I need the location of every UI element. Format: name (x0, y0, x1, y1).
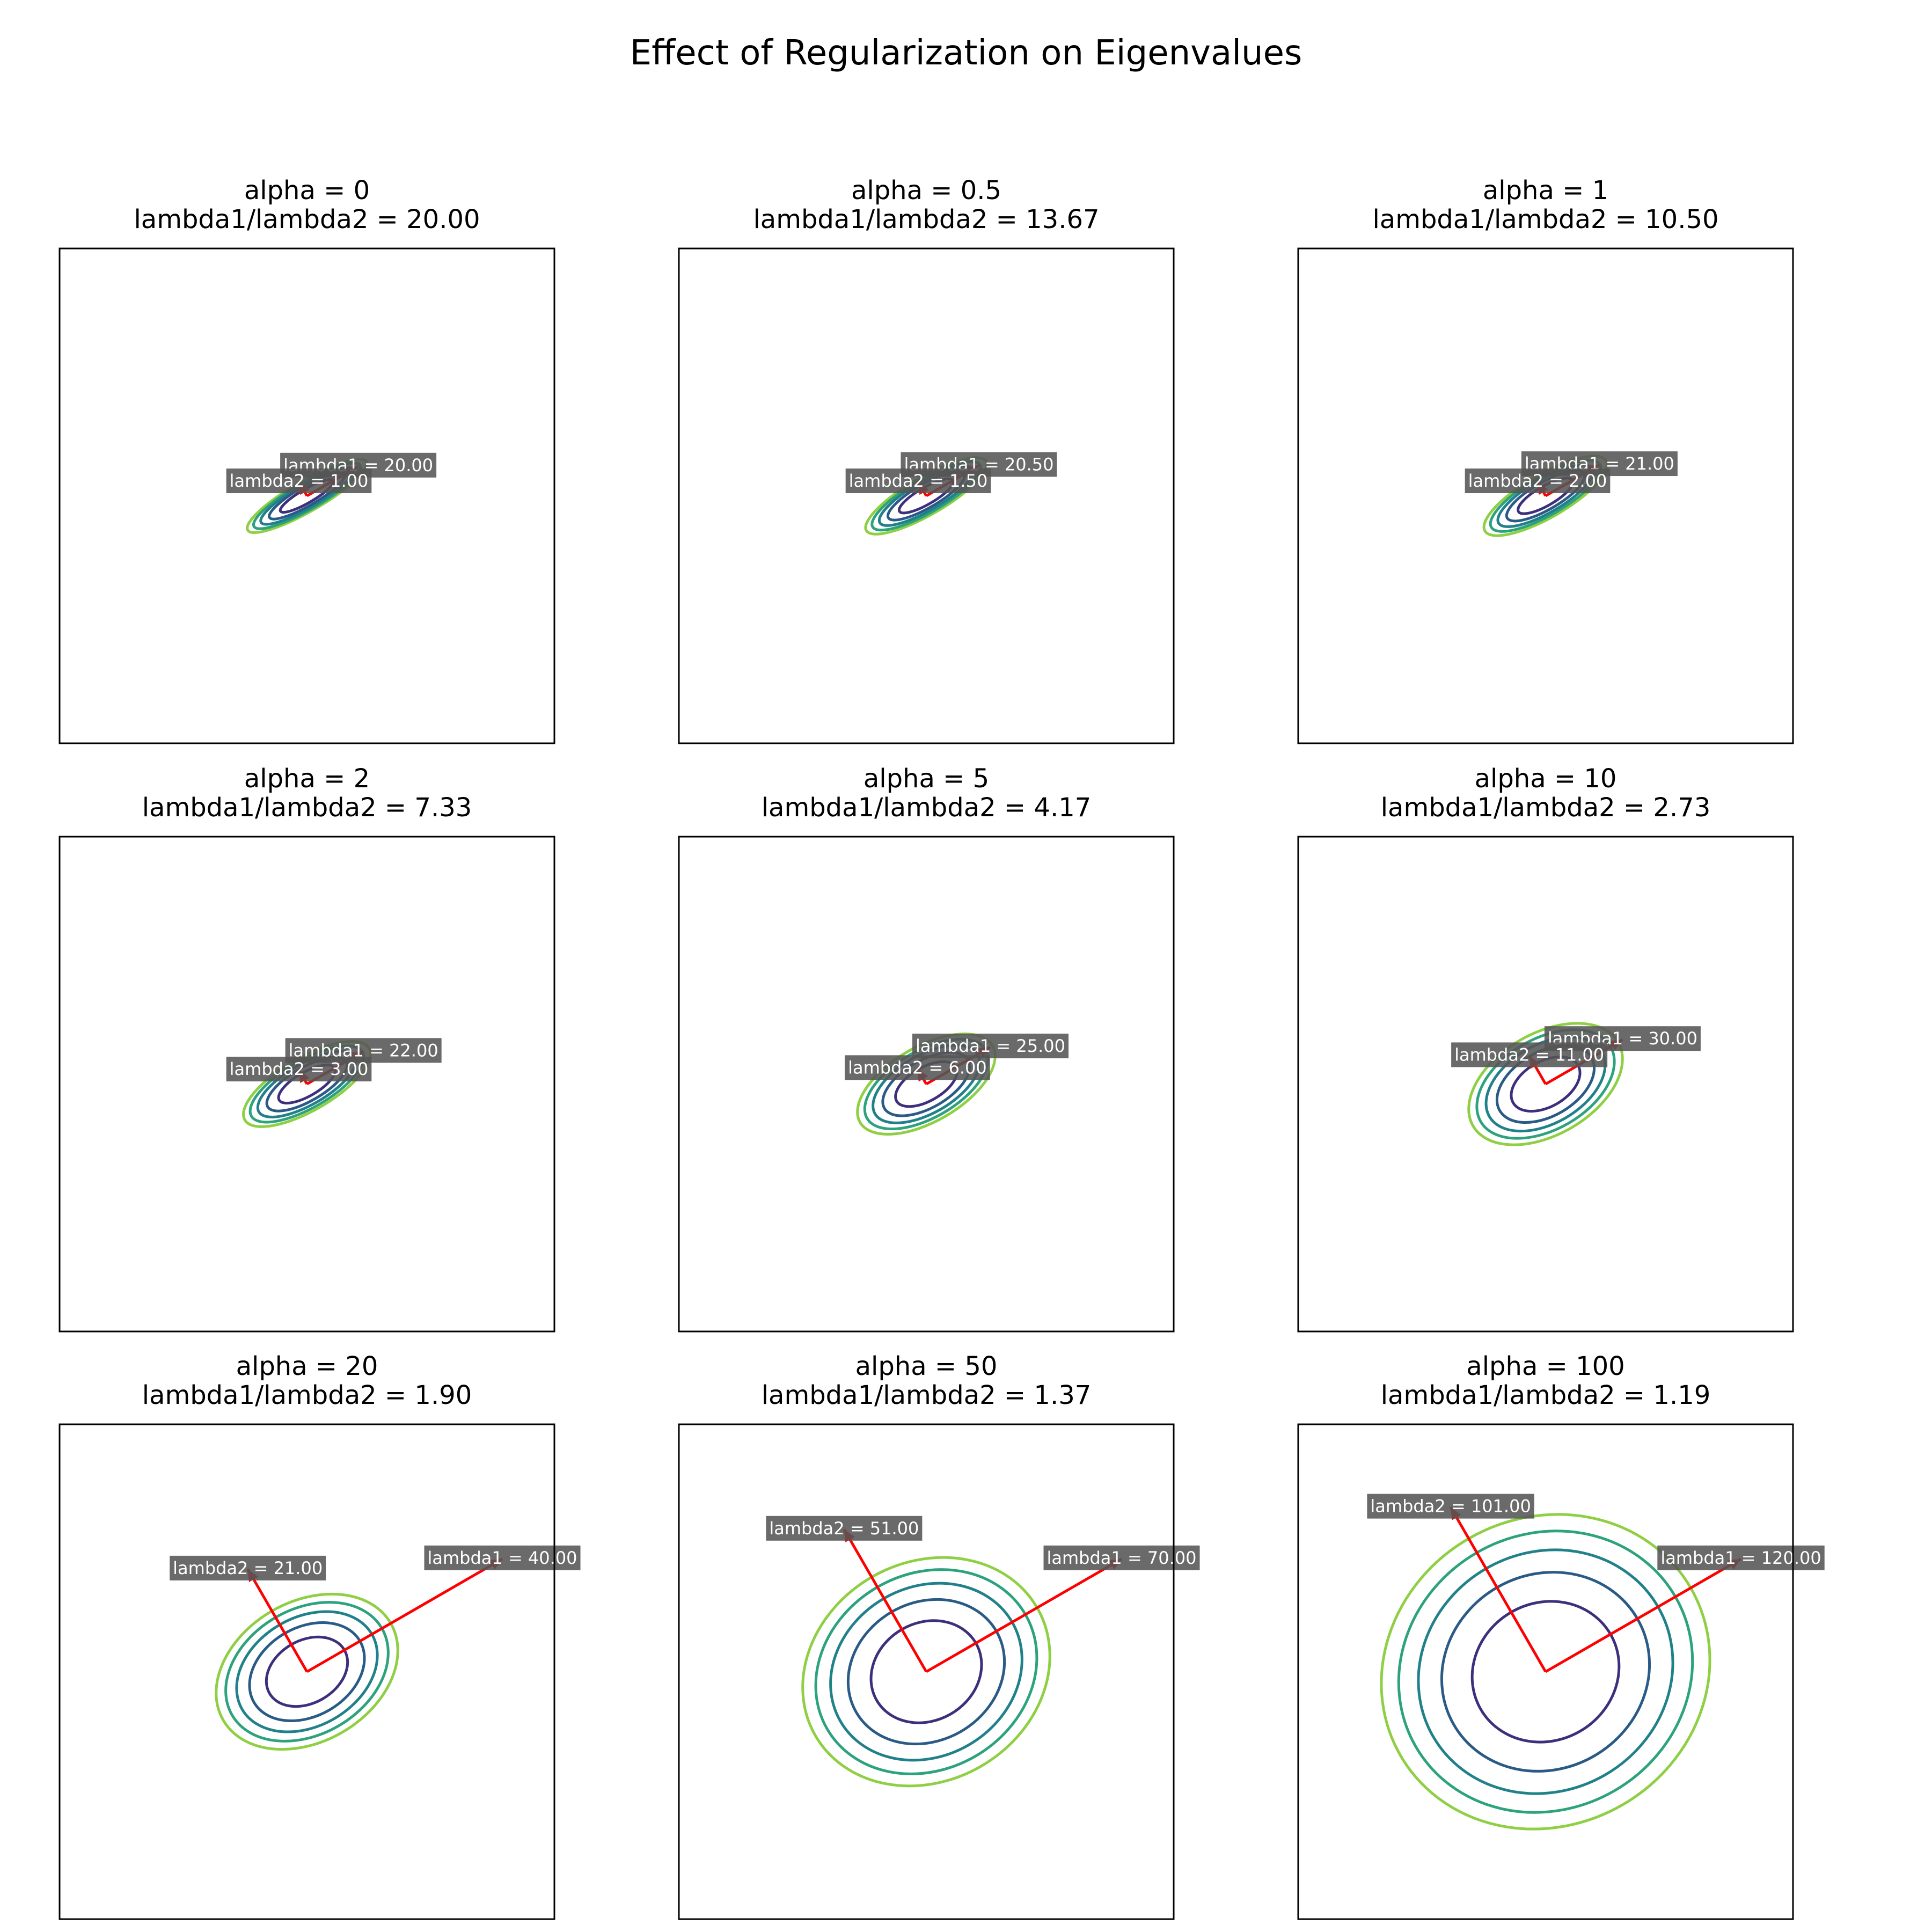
svg-text:lambda2 = 6.00: lambda2 = 6.00 (848, 1057, 987, 1078)
subplot-title-alpha: alpha = 0.5 (851, 175, 1001, 206)
subplot-title-alpha: alpha = 20 (236, 1351, 378, 1381)
lambda2-label: lambda2 = 51.00 (766, 1516, 922, 1541)
svg-text:lambda2 = 2.00: lambda2 = 2.00 (1468, 471, 1607, 491)
svg-text:lambda2 = 51.00: lambda2 = 51.00 (769, 1518, 919, 1539)
svg-text:lambda1 = 25.00: lambda1 = 25.00 (916, 1036, 1065, 1056)
lambda1-label: lambda1 = 25.00 (912, 1034, 1069, 1058)
lambda2-label: lambda2 = 21.00 (170, 1556, 326, 1580)
subplot-title-alpha: alpha = 10 (1475, 764, 1617, 794)
figure-title: Effect of Regularization on Eigenvalues (630, 33, 1302, 73)
svg-text:lambda2 = 1.00: lambda2 = 1.00 (230, 471, 369, 491)
lambda2-label: lambda2 = 1.00 (226, 469, 372, 493)
lambda2-label: lambda2 = 1.50 (846, 469, 991, 493)
svg-text:lambda2 = 11.00: lambda2 = 11.00 (1454, 1044, 1604, 1065)
subplot-title-ratio: lambda1/lambda2 = 2.73 (1381, 793, 1711, 823)
lambda2-label: lambda2 = 6.00 (845, 1055, 990, 1080)
lambda1-label: lambda1 = 120.00 (1657, 1546, 1824, 1570)
lambda1-label: lambda1 = 40.00 (425, 1546, 581, 1570)
lambda2-label: lambda2 = 3.00 (226, 1057, 372, 1081)
subplot-title-ratio: lambda1/lambda2 = 1.37 (762, 1380, 1092, 1410)
subplot-title-ratio: lambda1/lambda2 = 10.50 (1372, 204, 1718, 235)
svg-text:lambda1 = 120.00: lambda1 = 120.00 (1660, 1548, 1821, 1568)
subplot-title-alpha: alpha = 1 (1483, 175, 1608, 206)
subplot-title-alpha: alpha = 100 (1466, 1351, 1624, 1381)
lambda1-label: lambda1 = 70.00 (1044, 1546, 1200, 1570)
svg-text:lambda2 = 3.00: lambda2 = 3.00 (230, 1059, 369, 1079)
subplot-title-alpha: alpha = 0 (244, 175, 370, 206)
subplot-title-alpha: alpha = 50 (855, 1351, 998, 1381)
lambda2-label: lambda2 = 11.00 (1451, 1042, 1607, 1067)
lambda2-label: lambda2 = 2.00 (1465, 469, 1611, 493)
svg-text:lambda2 = 101.00: lambda2 = 101.00 (1370, 1496, 1531, 1517)
subplot-title-ratio: lambda1/lambda2 = 1.90 (142, 1380, 472, 1410)
subplot-title-alpha: alpha = 2 (244, 764, 370, 794)
subplot-title-ratio: lambda1/lambda2 = 4.17 (762, 793, 1092, 823)
svg-text:lambda2 = 1.50: lambda2 = 1.50 (849, 471, 988, 491)
subplot-title-ratio: lambda1/lambda2 = 1.19 (1381, 1380, 1711, 1410)
subplot-title-ratio: lambda1/lambda2 = 7.33 (142, 793, 472, 823)
subplot-title-alpha: alpha = 5 (863, 764, 989, 794)
lambda2-label: lambda2 = 101.00 (1367, 1494, 1534, 1519)
svg-text:lambda2 = 21.00: lambda2 = 21.00 (173, 1558, 323, 1578)
subplot-title-ratio: lambda1/lambda2 = 13.67 (753, 204, 1099, 235)
subplot-title-ratio: lambda1/lambda2 = 20.00 (134, 204, 480, 235)
